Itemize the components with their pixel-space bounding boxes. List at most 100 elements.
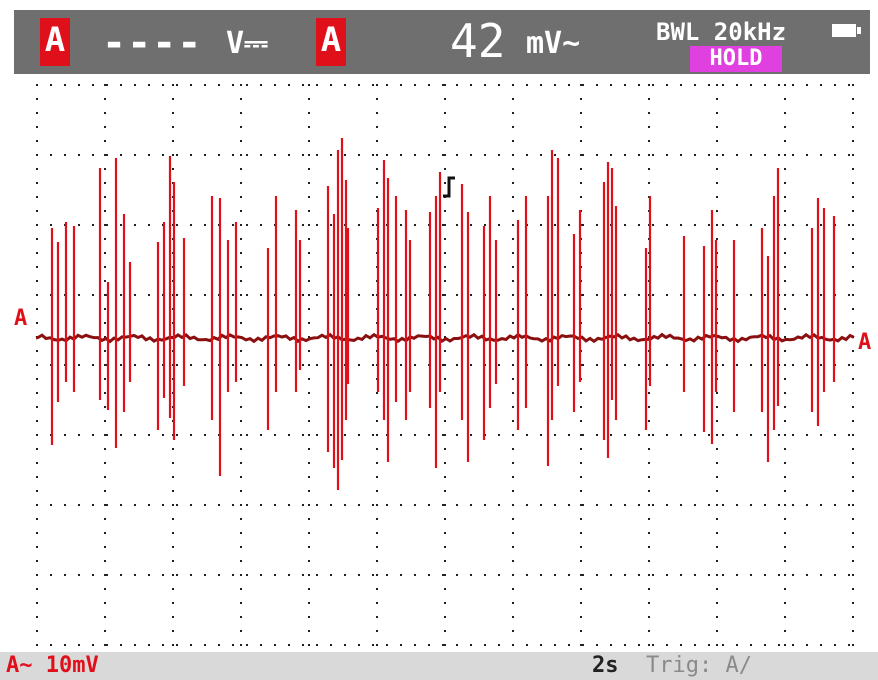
grid-dot [512,378,514,380]
grid-dot [246,434,248,436]
grid-dot [444,420,446,422]
grid-dot [246,154,248,156]
grid-dot [246,504,248,506]
grid-dot [580,518,582,520]
grid-dot [526,644,528,646]
grid-dot [540,224,542,226]
grid-dot [852,308,854,310]
grid-dot [554,294,556,296]
grid-dot [148,224,150,226]
grid-dot [652,504,654,506]
grid-dot [36,420,38,422]
grid-dot [302,574,304,576]
grid-dot [716,84,718,86]
grid-dot [120,224,122,226]
grid-dot [428,574,430,576]
grid-dot [470,504,472,506]
grid-dot [240,350,242,352]
grid-dot [834,84,836,86]
grid-dot [852,154,854,156]
grid-dot [582,154,584,156]
grid-dot [470,294,472,296]
grid-dot [498,294,500,296]
grid-dot [444,308,446,310]
grid-dot [358,154,360,156]
grid-dot [444,168,446,170]
status-footer: A~ 10mV 2s Trig: A∕ [0,652,878,680]
grid-dot [400,224,402,226]
grid-dot [852,210,854,212]
grid-dot [580,154,582,156]
grid-dot [852,350,854,352]
grid-dot [540,574,542,576]
grid-dot [554,574,556,576]
graticule-grid [36,84,854,646]
grid-dot [750,434,752,436]
grid-dot [442,574,444,576]
grid-dot [610,84,612,86]
grid-dot [784,238,786,240]
grid-dot [104,602,106,604]
grid-dot [582,434,584,436]
grid-dot [288,504,290,506]
grid-dot [376,630,378,632]
grid-dot [512,574,514,576]
grid-dot [344,84,346,86]
grid-dot [400,154,402,156]
grid-dot [36,294,38,296]
grid-dot [204,644,206,646]
grid-dot [232,84,234,86]
grid-dot [512,406,514,408]
grid-dot [580,504,582,506]
grid-dot [104,490,106,492]
grid-dot [288,224,290,226]
grid-dot [120,644,122,646]
grid-dot [638,574,640,576]
grid-dot [512,392,514,394]
grid-dot [498,574,500,576]
grid-dot [716,182,718,184]
grid-dot [470,574,472,576]
grid-dot [778,84,780,86]
grid-dot [778,434,780,436]
grid-dot [92,154,94,156]
grid-dot [104,308,106,310]
grid-dot [148,434,150,436]
grid-dot [852,294,854,296]
grid-dot [852,266,854,268]
grid-dot [36,364,38,366]
grid-dot [806,154,808,156]
grid-dot [232,154,234,156]
grid-dot [680,224,682,226]
grid-dot [162,434,164,436]
grid-dot [64,84,66,86]
grid-dot [240,224,242,226]
grid-dot [36,560,38,562]
grid-dot [358,294,360,296]
grid-dot [386,574,388,576]
grid-dot [512,602,514,604]
grid-dot [308,420,310,422]
grid-dot [666,224,668,226]
grid-dot [218,154,220,156]
grid-dot [36,602,38,604]
grid-dot [716,406,718,408]
grid-dot [148,644,150,646]
grid-dot [444,322,446,324]
grid-dot [444,364,446,366]
grid-dot [444,616,446,618]
grid-dot [240,490,242,492]
grid-dot [456,574,458,576]
grid-dot [784,462,786,464]
grid-dot [176,504,178,506]
grid-dot [470,84,472,86]
grid-dot [666,84,668,86]
grid-dot [512,308,514,310]
grid-dot [470,154,472,156]
grid-dot [232,364,234,366]
grid-dot [736,574,738,576]
grid-dot [580,434,582,436]
grid-dot [638,224,640,226]
grid-dot [568,574,570,576]
grid-dot [36,476,38,478]
